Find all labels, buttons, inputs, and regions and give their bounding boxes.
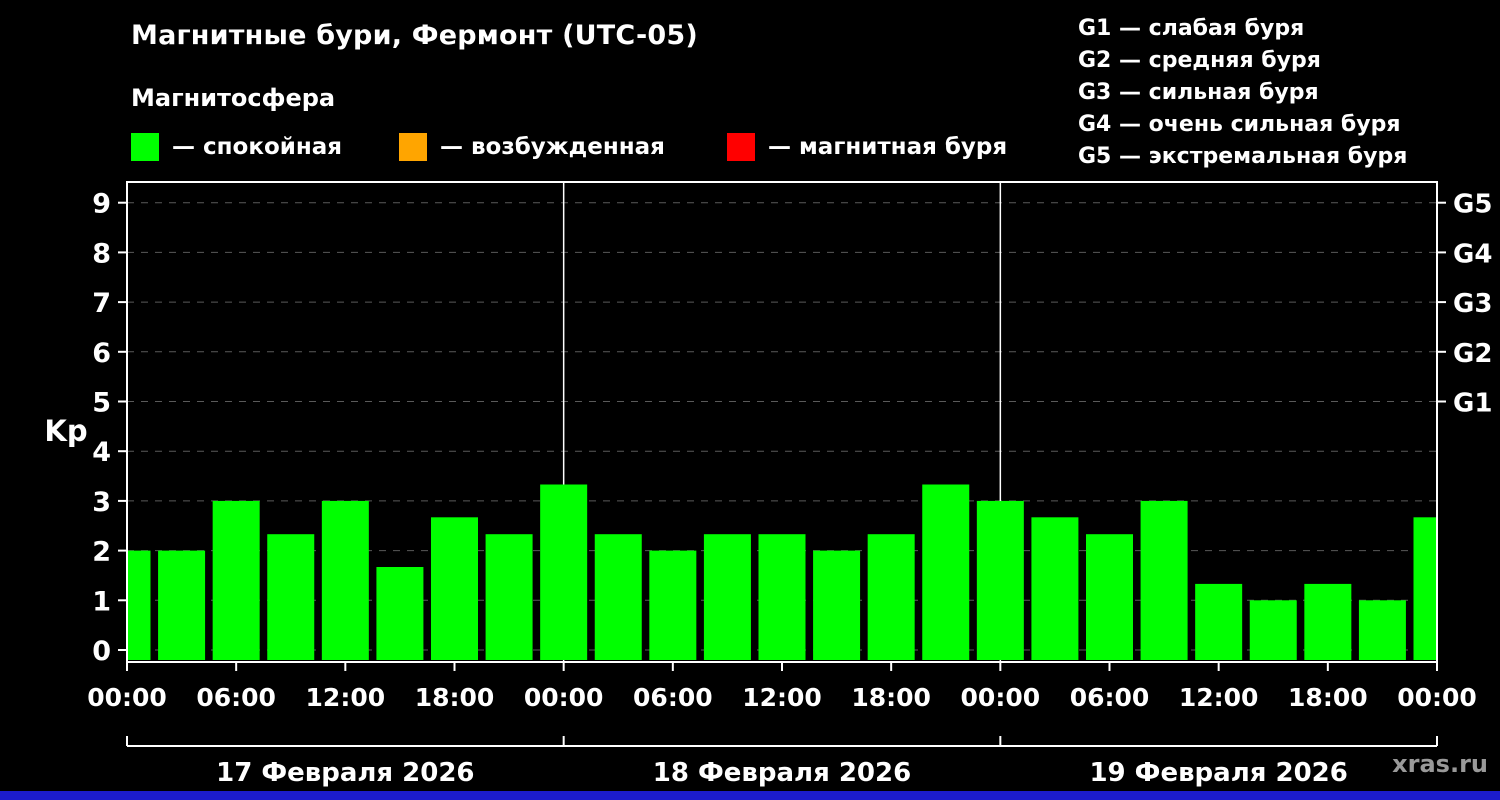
chart-subtitle: Магнитосфера: [131, 84, 336, 112]
legend-item-excited: — возбужденная: [399, 133, 665, 161]
y-tick-label: 1: [92, 586, 111, 617]
x-tick-label: 06:00: [633, 683, 713, 712]
x-tick-label: 00:00: [524, 683, 604, 712]
x-tick-label: 06:00: [196, 683, 276, 712]
x-tick-label: 12:00: [306, 683, 386, 712]
y-tick-label: 6: [92, 338, 111, 369]
xras-watermark: xras.ru: [1392, 750, 1488, 778]
kp-bar: [1140, 500, 1188, 660]
legend-label-excited: — возбужденная: [440, 134, 665, 160]
quiet-color-swatch: [131, 133, 159, 161]
y-tick-label: 5: [92, 388, 111, 419]
kp-bar: [1031, 517, 1079, 660]
kp-bar: [922, 484, 970, 660]
x-tick-label: 06:00: [1070, 683, 1150, 712]
y-tick-label: 9: [92, 189, 111, 220]
x-tick-label: 18:00: [851, 683, 931, 712]
legend: — спокойная — возбужденная — магнитная б…: [0, 133, 1500, 165]
kp-bar: [376, 567, 424, 660]
storm-color-swatch: [727, 133, 755, 161]
date-label: 19 Февраля 2026: [1089, 758, 1347, 788]
kp-bar: [649, 550, 697, 660]
g2-legend-line: G2 — средняя буря: [1078, 48, 1321, 73]
x-tick-label: 18:00: [415, 683, 495, 712]
x-tick-label: 00:00: [1397, 683, 1477, 712]
kp-bar: [703, 534, 751, 660]
kp-bar: [976, 500, 1024, 660]
y-tick-label: 2: [92, 537, 111, 568]
page-title: Магнитные бури, Фермонт (UTC-05): [131, 20, 698, 51]
y-axis-title: Kp: [44, 414, 87, 448]
kp-bar: [1413, 517, 1437, 660]
kp-bar: [212, 500, 260, 660]
y-tick-label: 0: [92, 636, 111, 667]
g5-legend-line: G5 — экстремальная буря: [1078, 144, 1408, 169]
kp-bar: [1195, 583, 1243, 660]
g1-legend-line: G1 — слабая буря: [1078, 16, 1305, 41]
g-axis-label: G4: [1453, 239, 1492, 269]
kp-bar: [267, 534, 315, 660]
bars-group: [127, 484, 1437, 660]
x-tick-label: 18:00: [1288, 683, 1368, 712]
kp-bar: [431, 517, 478, 660]
kp-bar: [1358, 600, 1406, 660]
x-tick-label: 00:00: [961, 683, 1041, 712]
kp-bar: [813, 550, 861, 660]
y-tick-label: 8: [92, 238, 111, 269]
legend-label-quiet: — спокойная: [172, 134, 343, 160]
kp-bar: [1086, 534, 1133, 660]
x-tick-label: 12:00: [1179, 683, 1259, 712]
y-tick-label: 7: [92, 288, 111, 319]
kp-bar: [594, 534, 642, 660]
x-tick-label: 00:00: [87, 683, 167, 712]
g-axis-label: G3: [1453, 289, 1492, 319]
kp-bar: [485, 534, 533, 660]
legend-label-storm: — магнитная буря: [768, 134, 1008, 160]
kp-bar: [758, 534, 806, 660]
g3-legend-line: G3 — сильная буря: [1078, 80, 1319, 105]
g-scale-legend: G1 — слабая буря G2 — средняя буря G3 — …: [1078, 13, 1407, 173]
kp-bar: [158, 550, 206, 660]
y-tick-label: 3: [92, 487, 111, 518]
kp-bar: [1304, 583, 1352, 660]
g4-legend-line: G4 — очень сильная буря: [1078, 112, 1401, 137]
footer-strip: [0, 791, 1500, 800]
legend-item-quiet: — спокойная: [131, 133, 342, 161]
date-label: 18 Февраля 2026: [653, 758, 911, 788]
g-axis-label: G5: [1453, 190, 1492, 220]
legend-item-storm: — магнитная буря: [727, 133, 1007, 161]
kp-bar: [127, 550, 151, 660]
kp-bar: [867, 534, 915, 660]
x-tick-label: 12:00: [742, 683, 822, 712]
g-axis-label: G2: [1453, 339, 1492, 369]
kp-bar: [540, 484, 588, 660]
date-label: 17 Февраля 2026: [216, 758, 474, 788]
y-tick-label: 4: [92, 437, 111, 468]
g-axis-label: G1: [1453, 389, 1492, 419]
kp-bar: [321, 500, 369, 660]
kp-bar: [1249, 600, 1297, 660]
excited-color-swatch: [399, 133, 427, 161]
